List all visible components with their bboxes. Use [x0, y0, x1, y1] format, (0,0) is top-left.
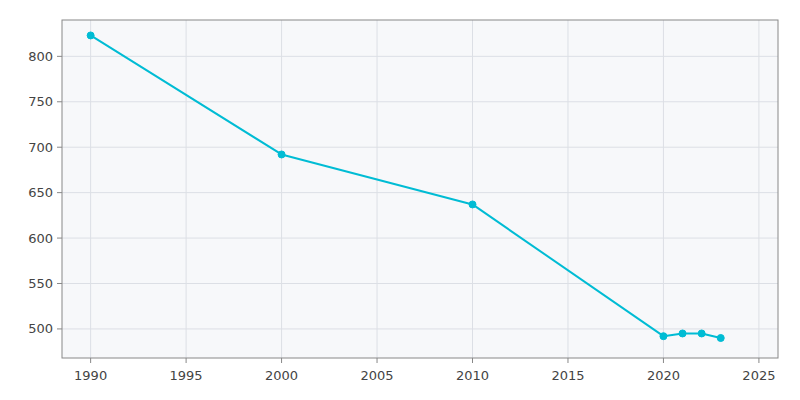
y-tick-label: 750: [28, 94, 53, 109]
y-tick: [57, 56, 62, 57]
point-marker: [469, 201, 476, 208]
x-tick-label: 2020: [647, 368, 680, 383]
x-tick-label: 2005: [360, 368, 393, 383]
grid: [57, 20, 778, 363]
point-marker: [278, 151, 285, 158]
y-grid-line: [62, 238, 778, 239]
x-tick: [281, 358, 282, 363]
x-tick-label: 2015: [551, 368, 584, 383]
x-tick: [472, 358, 473, 363]
x-grid-line: [663, 20, 664, 358]
y-tick: [57, 147, 62, 148]
x-grid-line: [377, 20, 378, 358]
x-grid-line: [90, 20, 91, 358]
y-tick-label: 650: [28, 185, 53, 200]
y-tick-label: 800: [28, 49, 53, 64]
x-tick: [186, 358, 187, 363]
x-tick-label: 2025: [742, 368, 775, 383]
plot-frame: [62, 20, 778, 358]
x-tick-label: 2010: [456, 368, 489, 383]
x-grid-line: [281, 20, 282, 358]
y-tick: [57, 238, 62, 239]
y-tick: [57, 283, 62, 284]
x-tick: [377, 358, 378, 363]
y-tick: [57, 328, 62, 329]
x-tick: [758, 358, 759, 363]
point-marker: [660, 333, 667, 340]
x-grid-line: [472, 20, 473, 358]
y-tick-label: 700: [28, 140, 53, 155]
y-tick: [57, 101, 62, 102]
point-marker: [679, 330, 686, 337]
x-tick-label: 2000: [265, 368, 298, 383]
point-marker: [717, 335, 724, 342]
x-tick: [90, 358, 91, 363]
tick-labels: 1990 1995 2000 2005 2010 2015 2020 2025 500 550 60…: [28, 49, 775, 383]
y-tick: [57, 192, 62, 193]
y-grid-line: [62, 56, 778, 57]
x-grid-line: [567, 20, 568, 358]
x-grid-line: [186, 20, 187, 358]
y-grid-line: [62, 101, 778, 102]
x-tick: [567, 358, 568, 363]
x-tick-label: 1990: [74, 368, 107, 383]
point-marker: [698, 330, 705, 337]
y-grid-line: [62, 192, 778, 193]
x-tick: [663, 358, 664, 363]
chart-container: 1990 1995 2000 2005 2010 2015 2020 2025 500 550 60…: [0, 0, 800, 400]
x-grid-line: [758, 20, 759, 358]
y-tick-label: 500: [28, 321, 53, 336]
population-line: [91, 35, 721, 338]
plot-background: [62, 20, 778, 358]
y-tick-label: 550: [28, 276, 53, 291]
y-tick-label: 600: [28, 231, 53, 246]
chart-svg: 1990 1995 2000 2005 2010 2015 2020 2025 500 550 60…: [0, 0, 800, 400]
x-tick-label: 1995: [170, 368, 203, 383]
y-grid-line: [62, 147, 778, 148]
y-grid-line: [62, 283, 778, 284]
point-marker: [87, 32, 94, 39]
data-layer: [87, 32, 724, 342]
y-grid-line: [62, 328, 778, 329]
